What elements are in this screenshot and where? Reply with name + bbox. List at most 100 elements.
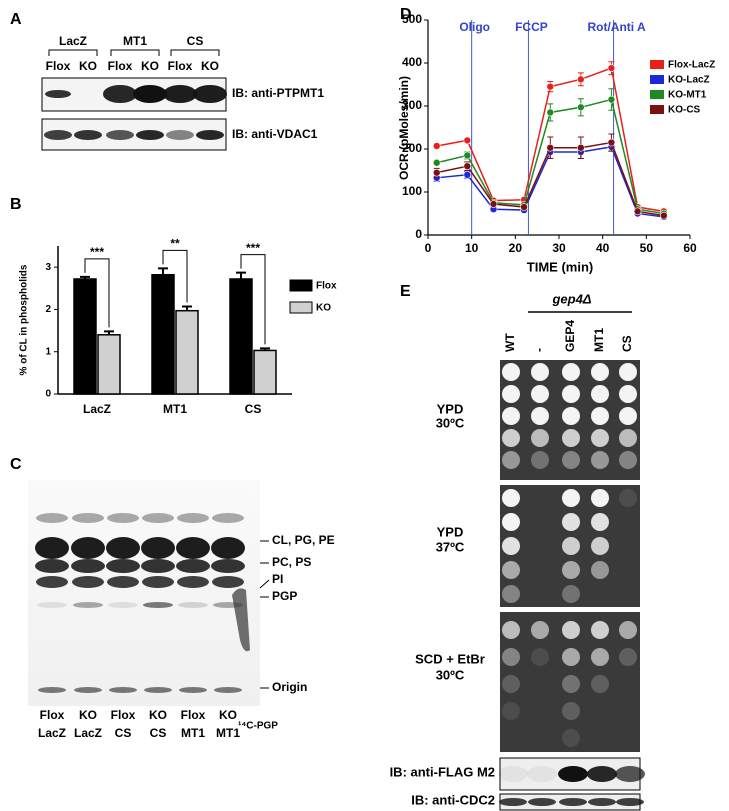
yeast-spot	[502, 648, 520, 666]
yeast-spot	[502, 675, 520, 693]
significance-bracket	[84, 258, 110, 328]
data-point	[546, 108, 555, 117]
group-label: LacZ	[59, 34, 87, 48]
tlc-band	[143, 602, 173, 608]
yeast-spot	[562, 537, 580, 555]
tlc-band	[177, 576, 209, 588]
lane-label: Flox	[168, 59, 193, 73]
blot-band	[587, 766, 617, 782]
significance-label: **	[170, 237, 180, 251]
tlc-band	[72, 513, 104, 523]
y-tick-label: 100	[402, 184, 422, 198]
group-label: MT1	[123, 34, 147, 48]
blot-band	[558, 766, 588, 782]
x-axis-label: TIME (min)	[527, 259, 593, 274]
blot-band	[103, 85, 137, 103]
y-tick-label: 300	[402, 98, 422, 112]
yeast-spot	[619, 385, 637, 403]
blot-band	[193, 85, 227, 103]
data-point	[432, 168, 441, 177]
x-tick-label: 30	[552, 241, 566, 255]
blot-band	[498, 766, 528, 782]
yeast-spot	[502, 407, 520, 425]
condition-label: SCD + EtBr	[415, 651, 485, 666]
bar	[253, 349, 277, 395]
yeast-spot	[531, 621, 549, 639]
yeast-spot	[531, 407, 549, 425]
bar	[151, 274, 175, 395]
yeast-spot	[562, 429, 580, 447]
data-point	[546, 82, 555, 91]
yeast-spot	[562, 561, 580, 579]
yeast-spot	[502, 702, 520, 720]
yeast-spot	[562, 675, 580, 693]
error-bar	[182, 305, 192, 311]
y-tick-label: 0	[45, 389, 51, 400]
tlc-band	[142, 576, 174, 588]
lane-label: Flox	[46, 59, 71, 73]
tlc-band	[106, 559, 140, 573]
x-tick-label: 0	[425, 241, 432, 255]
blot-band	[499, 798, 527, 806]
tlc-band	[211, 537, 245, 559]
strain-label: MT1	[592, 328, 606, 352]
yeast-spot	[502, 429, 520, 447]
yeast-spot	[562, 489, 580, 507]
tlc-band	[73, 602, 103, 608]
blot-band	[615, 766, 645, 782]
tlc-band	[177, 513, 209, 523]
legend-label: Flox	[316, 281, 337, 292]
tlc-band	[178, 602, 208, 608]
band-label: CL, PG, PE	[272, 533, 335, 547]
lane-label: MT1	[216, 726, 240, 740]
x-tick-label: MT1	[163, 402, 187, 416]
legend-swatch	[650, 105, 664, 114]
y-tick-label: 500	[402, 12, 422, 26]
data-point	[577, 75, 585, 84]
tlc-band	[36, 576, 68, 588]
strain-label: CS	[620, 335, 634, 352]
strain-label: WT	[503, 333, 517, 352]
yeast-spot	[502, 451, 520, 469]
tlc-band	[107, 513, 139, 523]
lane-label: Flox	[181, 708, 206, 722]
tlc-band	[214, 687, 242, 693]
yeast-spot	[562, 585, 580, 603]
yeast-spot	[562, 451, 580, 469]
error-bar	[80, 275, 90, 279]
tlc-band	[211, 559, 245, 573]
tlc-band	[212, 513, 244, 523]
bar	[97, 334, 121, 395]
x-tick-label: 40	[596, 241, 610, 255]
lane-label: LacZ	[74, 726, 102, 740]
error-bar	[236, 271, 246, 279]
yeast-spot	[619, 407, 637, 425]
yeast-spot	[562, 513, 580, 531]
tlc-band	[35, 537, 69, 559]
lane-label: Flox	[40, 708, 65, 722]
tlc-band	[108, 602, 138, 608]
data-point	[463, 136, 472, 145]
lane-label: KO	[219, 708, 237, 722]
yeast-spot	[562, 407, 580, 425]
data-point	[607, 64, 616, 72]
blot-band	[559, 798, 587, 806]
x-tick-label: 60	[683, 241, 697, 255]
y-tick-label: 200	[402, 141, 422, 155]
yeast-spot	[619, 429, 637, 447]
x-tick-label: CS	[245, 402, 262, 416]
data-point	[577, 103, 585, 112]
yeast-spot	[502, 585, 520, 603]
yeast-spot	[562, 648, 580, 666]
data-point	[577, 143, 585, 152]
panel-letter: D	[400, 6, 412, 23]
yeast-spot	[591, 429, 609, 447]
legend-label: KO-LacZ	[668, 75, 710, 86]
y-tick-label: 2	[45, 304, 51, 315]
yeast-spot	[502, 513, 520, 531]
tlc-band	[179, 687, 207, 693]
yeast-spot	[619, 451, 637, 469]
significance-label: ***	[90, 245, 104, 259]
yeast-spot	[591, 451, 609, 469]
